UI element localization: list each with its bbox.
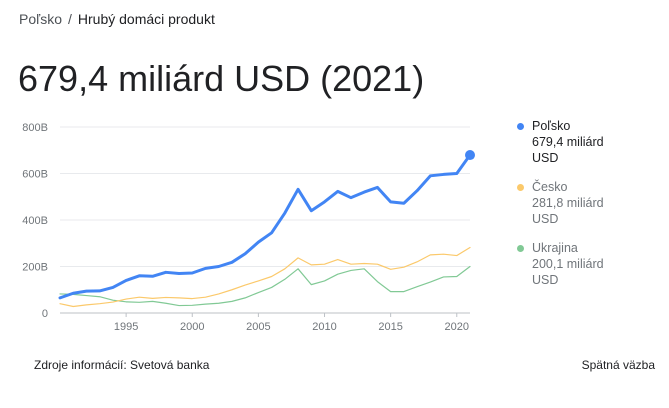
breadcrumb-country-link[interactable]: Poľsko (19, 11, 62, 27)
y-axis-ticks: 0 200B 400B 600B 800B (22, 122, 48, 320)
legend-series-name: Poľsko (532, 119, 571, 133)
y-tick-label: 600B (22, 169, 48, 181)
chart-series (58, 150, 475, 308)
y-tick-label: 800B (22, 122, 48, 134)
gdp-line-chart[interactable]: 0 200B 400B 600B 800B 1995 2000 2005 2010 2015 20… (0, 110, 500, 335)
legend-item-ukrajina[interactable]: Ukrajina 200,1 miliárd USD (517, 240, 657, 288)
y-tick-label: 0 (42, 308, 48, 320)
legend-item-cesko[interactable]: Česko 281,8 miliárd USD (517, 179, 657, 227)
legend-series-name: Ukrajina (532, 241, 578, 255)
legend-dot (517, 123, 524, 130)
x-axis-ticks: 1995 2000 2005 2010 2015 2020 (114, 313, 469, 333)
series-line-cesko (59, 246, 471, 308)
chart-gridlines (60, 126, 470, 314)
legend-series-value: 200,1 miliárd (532, 257, 604, 271)
breadcrumb-separator: / (68, 11, 72, 27)
x-tick-label: 2005 (246, 321, 270, 333)
legend-series-unit: USD (532, 151, 559, 165)
headline-value: 679,4 miliárd USD (2021) (18, 58, 425, 99)
legend-dot (517, 245, 524, 252)
chart-legend: Poľsko 679,4 miliárd USD Česko 281,8 mil… (517, 118, 657, 301)
series-line-ukrajina (59, 265, 471, 307)
legend-series-name: Česko (532, 180, 568, 194)
x-tick-label: 2015 (378, 321, 402, 333)
legend-series-value: 281,8 miliárd (532, 196, 604, 210)
data-source-label: Zdroje informácií: Svetová banka (34, 358, 210, 372)
x-tick-label: 1995 (114, 321, 138, 333)
x-tick-label: 2020 (445, 321, 469, 333)
feedback-link[interactable]: Spätná väzba (581, 358, 655, 372)
legend-series-unit: USD (532, 212, 559, 226)
series-line-polsko (58, 153, 472, 300)
breadcrumb: Poľsko / Hrubý domáci produkt (19, 11, 215, 27)
breadcrumb-indicator: Hrubý domáci produkt (77, 11, 215, 27)
y-tick-label: 200B (22, 262, 48, 274)
x-tick-label: 2000 (180, 321, 204, 333)
x-tick-label: 2010 (312, 321, 336, 333)
legend-series-value: 679,4 miliárd (532, 135, 604, 149)
legend-dot (517, 184, 524, 191)
legend-item-polsko[interactable]: Poľsko 679,4 miliárd USD (517, 118, 657, 166)
legend-series-unit: USD (532, 273, 559, 287)
series-end-point[interactable] (465, 150, 475, 161)
y-tick-label: 400B (22, 215, 48, 227)
